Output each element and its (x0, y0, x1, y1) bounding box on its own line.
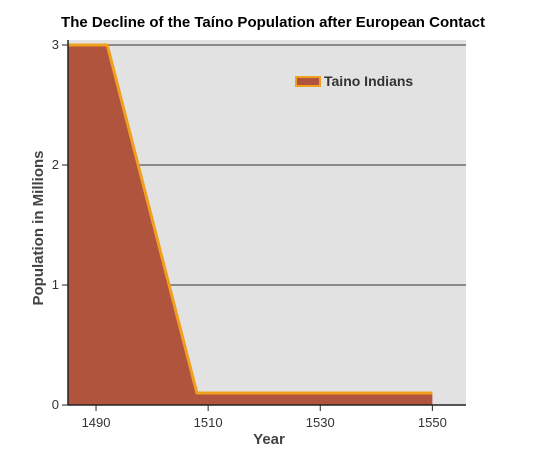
axes (62, 40, 466, 411)
y-tick-label-3: 3 (52, 37, 59, 52)
legend: Taino Indians (295, 73, 413, 89)
y-axis-label: Population in Millions (30, 151, 47, 306)
chart-title: The Decline of the Taíno Population afte… (61, 14, 485, 31)
y-tick-label-0: 0 (52, 397, 59, 412)
x-tick-label-1490: 1490 (82, 415, 111, 430)
data-area (68, 43, 433, 405)
area-taino-indians (68, 45, 433, 405)
tick-labels: 0 1 2 3 1490 1510 1530 1550 (52, 37, 447, 430)
y-tick-label-2: 2 (52, 157, 59, 172)
x-tick-label-1550: 1550 (418, 415, 447, 430)
legend-label-taino-indians: Taino Indians (324, 73, 413, 89)
x-tick-label-1510: 1510 (194, 415, 223, 430)
legend-swatch (295, 76, 321, 87)
x-tick-label-1530: 1530 (306, 415, 335, 430)
line-taino-indians (68, 43, 433, 395)
x-axis-label: Year (253, 431, 285, 448)
y-tick-label-1: 1 (52, 277, 59, 292)
